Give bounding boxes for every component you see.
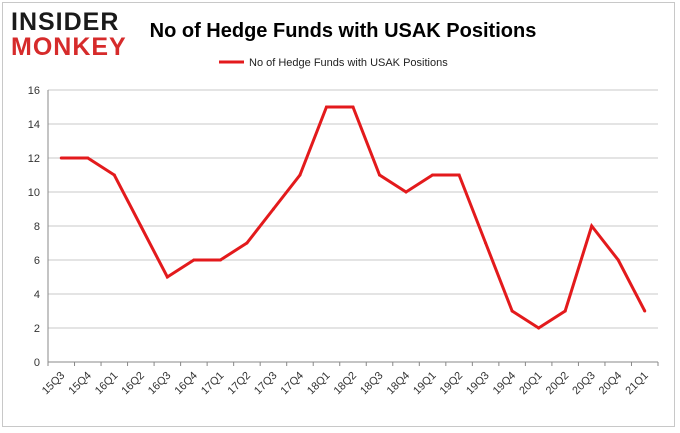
legend: No of Hedge Funds with USAK Positions: [219, 57, 448, 69]
x-tick-label: 16Q1: [93, 370, 121, 398]
x-axis: 15Q315Q416Q116Q216Q316Q417Q117Q217Q317Q4…: [40, 362, 659, 398]
data-point: [245, 241, 249, 245]
insider-monkey-logo: INSIDER MONKEY: [11, 9, 133, 61]
data-point: [218, 258, 222, 262]
x-tick-label: 15Q3: [40, 370, 68, 398]
x-tick-label: 15Q4: [66, 370, 94, 398]
y-tick-label: 6: [34, 255, 40, 267]
x-tick-label: 18Q3: [358, 370, 386, 398]
chart-frame: INSIDER MONKEY No of Hedge Funds with US…: [2, 2, 675, 427]
x-tick-label: 16Q4: [172, 370, 200, 398]
x-tick-label: 18Q2: [332, 370, 360, 398]
x-tick-label: 18Q1: [305, 370, 333, 398]
data-point: [324, 105, 328, 109]
y-tick-label: 14: [28, 119, 40, 131]
data-point: [86, 156, 90, 160]
logo-line-2: MONKEY: [11, 33, 127, 61]
data-point: [112, 173, 116, 177]
x-tick-label: 19Q3: [464, 370, 492, 398]
x-tick-label: 17Q4: [279, 370, 307, 398]
y-tick-label: 4: [34, 289, 40, 301]
data-point: [351, 105, 355, 109]
x-tick-label: 19Q2: [438, 370, 466, 398]
x-tick-label: 17Q1: [199, 370, 227, 398]
series-line: [61, 105, 647, 330]
data-point: [457, 173, 461, 177]
data-point: [165, 275, 169, 279]
data-point: [590, 224, 594, 228]
x-tick-label: 20Q3: [570, 370, 598, 398]
y-tick-label: 8: [34, 221, 40, 233]
data-point: [378, 173, 382, 177]
data-point: [431, 173, 435, 177]
data-point: [139, 224, 143, 228]
x-tick-label: 20Q4: [597, 370, 625, 398]
chart-title: No of Hedge Funds with USAK Positions: [149, 20, 537, 42]
series-group: [59, 105, 647, 330]
data-point: [298, 173, 302, 177]
logo-line-1: INSIDER: [11, 8, 120, 36]
data-point: [404, 190, 408, 194]
x-tick-label: 18Q4: [385, 370, 413, 398]
x-tick-label: 19Q1: [411, 370, 439, 398]
data-point: [643, 309, 647, 313]
x-tick-label: 21Q1: [623, 370, 651, 398]
data-point: [271, 207, 275, 211]
y-axis: 0 2 4 6 8 10 12 14 16: [28, 85, 49, 369]
y-tick-label: 2: [34, 323, 40, 335]
x-tick-label: 20Q2: [544, 370, 572, 398]
x-tick-label: 17Q2: [226, 370, 254, 398]
data-point: [537, 326, 541, 330]
x-tick-label: 16Q3: [146, 370, 174, 398]
x-tick-label: 19Q4: [491, 370, 519, 398]
data-point: [616, 258, 620, 262]
data-point: [563, 309, 567, 313]
data-point: [484, 241, 488, 245]
x-tick-label: 16Q2: [119, 370, 147, 398]
y-tick-label: 12: [28, 153, 40, 165]
legend-label: No of Hedge Funds with USAK Positions: [249, 57, 448, 69]
y-tick-label: 0: [34, 357, 40, 369]
data-point: [192, 258, 196, 262]
data-point: [510, 309, 514, 313]
x-tick-label: 17Q3: [252, 370, 280, 398]
y-tick-label: 16: [28, 85, 40, 97]
y-tick-label: 10: [28, 187, 40, 199]
data-point: [59, 156, 63, 160]
x-tick-label: 20Q1: [517, 370, 545, 398]
grid-lines: [48, 89, 658, 363]
